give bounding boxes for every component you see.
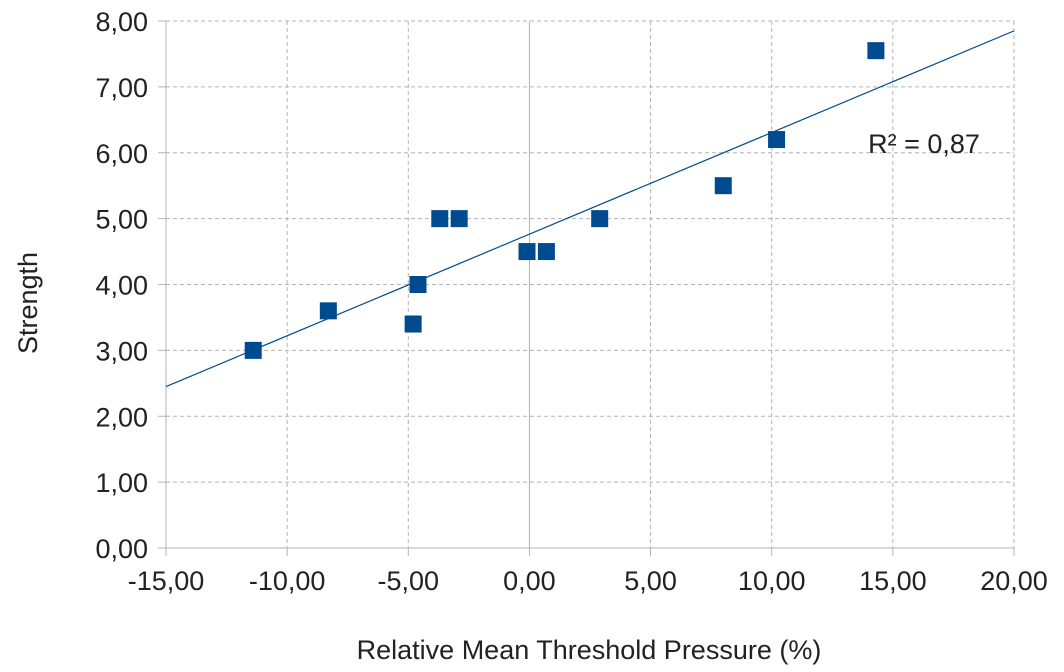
y-tick-label: 8,00 (95, 7, 148, 37)
x-axis-title: Relative Mean Threshold Pressure (%) (357, 635, 822, 665)
x-tick-label: -10,00 (249, 566, 326, 596)
data-point (409, 276, 427, 293)
y-tick-label: 1,00 (95, 468, 148, 498)
x-tick-label: -15,00 (128, 566, 205, 596)
y-tick-label: 6,00 (95, 139, 148, 169)
x-tick-label: 0,00 (503, 566, 556, 596)
trendline-line (165, 30, 1015, 388)
y-tick-label: 7,00 (95, 73, 148, 103)
x-tick-label: 10,00 (738, 566, 806, 596)
y-tick-label: 0,00 (95, 534, 148, 564)
x-tick-label: -5,00 (378, 566, 440, 596)
trendline (165, 30, 1015, 388)
data-points (244, 42, 885, 359)
y-axis-title: Strength (13, 252, 43, 354)
grid-lines (166, 20, 1015, 548)
data-point (867, 42, 885, 60)
data-point (768, 131, 786, 149)
data-point (537, 243, 555, 261)
data-point (591, 210, 609, 228)
data-point (450, 210, 468, 228)
x-tick-label: 20,00 (980, 566, 1048, 596)
y-tick-label: 3,00 (95, 336, 148, 366)
data-point (319, 302, 337, 320)
x-tick-label: 5,00 (624, 566, 677, 596)
data-point (404, 315, 422, 333)
y-tick-label: 2,00 (95, 402, 148, 432)
x-tick-label: 15,00 (859, 566, 927, 596)
y-tick-label: 4,00 (95, 271, 148, 301)
data-point (431, 210, 449, 228)
data-point (518, 243, 536, 261)
y-tick-label: 5,00 (95, 205, 148, 235)
axes (158, 20, 1015, 556)
data-point (714, 177, 732, 195)
r-squared-annotation: R² = 0,87 (868, 129, 980, 159)
data-point (244, 341, 262, 359)
tick-labels: 0,00 1,00 2,00 3,00 4,00 5,00 6,00 7,00 8,00 -15,… (95, 7, 1047, 596)
